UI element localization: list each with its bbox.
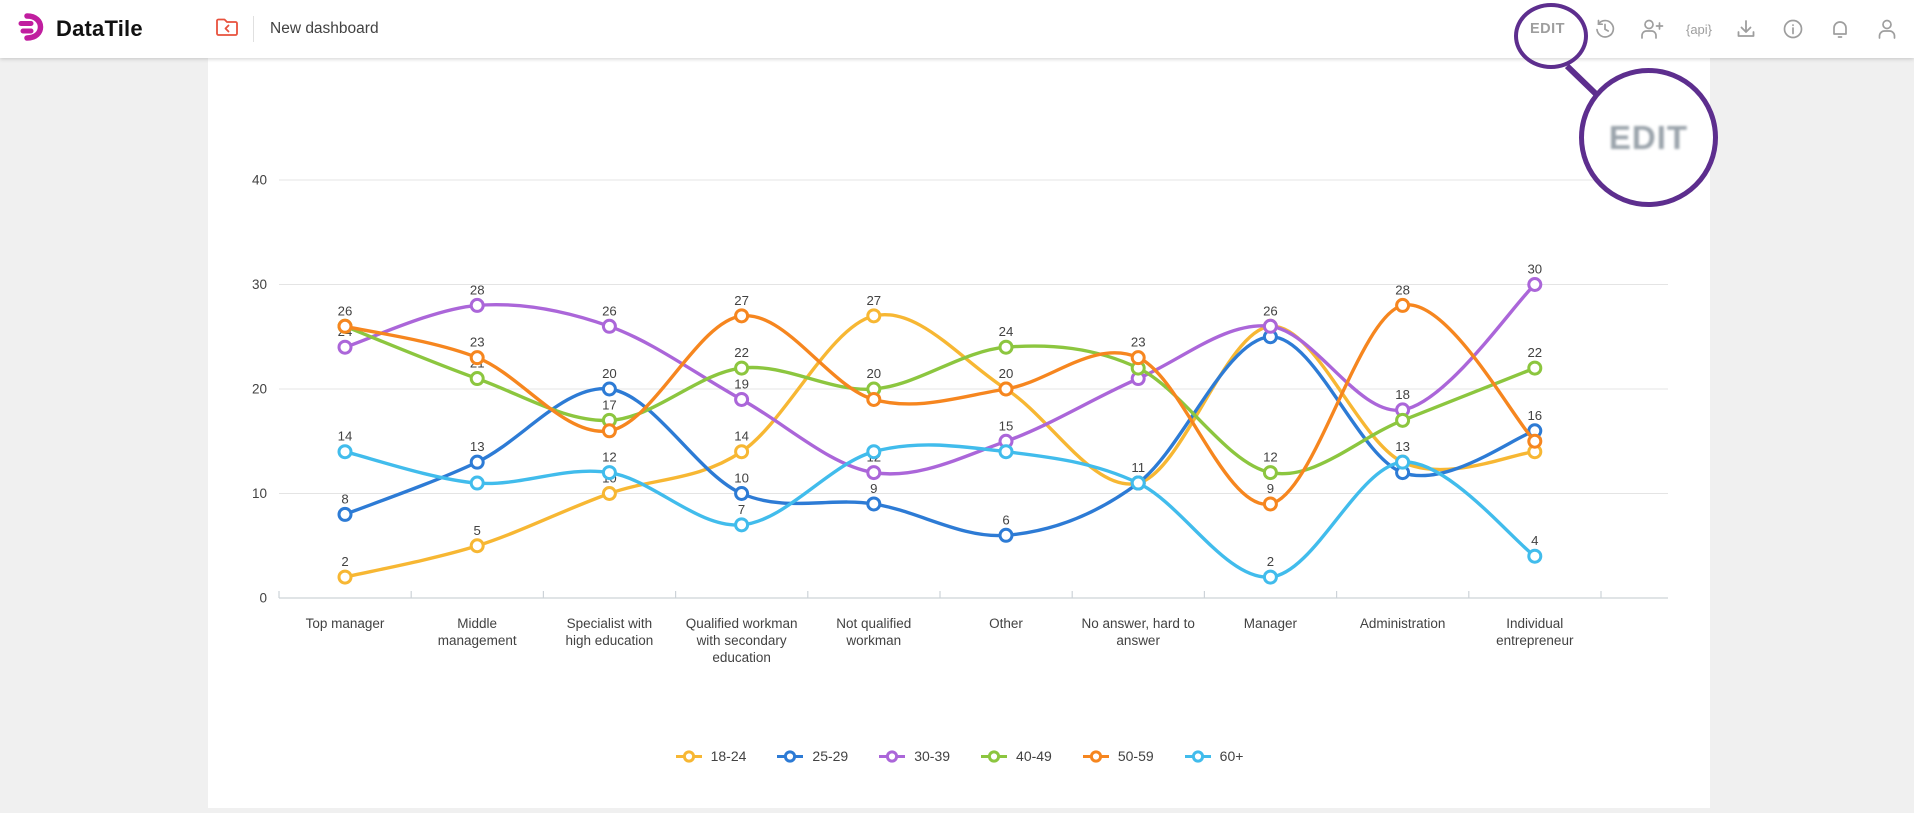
legend-item-50-59[interactable]: 50-59 xyxy=(1082,748,1154,764)
svg-text:18: 18 xyxy=(1395,387,1410,402)
svg-text:9: 9 xyxy=(1267,481,1274,496)
svg-text:16: 16 xyxy=(1527,408,1542,423)
history-icon[interactable] xyxy=(1592,16,1618,42)
add-user-icon[interactable] xyxy=(1639,16,1665,42)
svg-text:5: 5 xyxy=(474,523,481,538)
chart-legend: 18-24 25-29 30-39 40-49 50-59 60+ xyxy=(208,748,1710,764)
svg-text:27: 27 xyxy=(866,293,881,308)
svg-text:10: 10 xyxy=(734,471,749,486)
svg-text:Manager: Manager xyxy=(1244,616,1298,631)
svg-text:2: 2 xyxy=(341,554,348,569)
svg-text:28: 28 xyxy=(470,282,485,297)
legend-item-60+[interactable]: 60+ xyxy=(1184,748,1244,764)
series-25-29: 8 13 20 10 9 6 11 16 xyxy=(337,329,1543,543)
edit-annotation-magnifier: EDIT xyxy=(1579,68,1718,207)
svg-text:23: 23 xyxy=(1131,335,1146,350)
dashboard-title: New dashboard xyxy=(270,20,379,37)
svg-text:Administration: Administration xyxy=(1360,616,1446,631)
legend-item-25-29[interactable]: 25-29 xyxy=(776,748,848,764)
svg-text:20: 20 xyxy=(252,382,267,397)
svg-text:26: 26 xyxy=(338,303,353,318)
svg-text:30: 30 xyxy=(252,277,267,292)
svg-text:7: 7 xyxy=(738,502,745,517)
svg-text:20: 20 xyxy=(866,366,881,381)
svg-text:28: 28 xyxy=(1395,282,1410,297)
svg-text:26: 26 xyxy=(602,303,617,318)
svg-text:30: 30 xyxy=(1527,262,1542,277)
download-icon[interactable] xyxy=(1733,16,1759,42)
series-50-59: 26 23 27 20 23 9 28 xyxy=(337,282,1543,512)
svg-text:Top manager: Top manager xyxy=(306,616,385,631)
age-by-occupation-line-chart[interactable]: 0 10 20 30 40 Top manager Middle management Spec… xyxy=(208,58,1710,808)
svg-text:20: 20 xyxy=(999,366,1014,381)
back-to-folder-button[interactable] xyxy=(215,16,239,43)
app-header: DataTile New dashboard EDIT {a xyxy=(0,0,1914,58)
legend-item-30-39[interactable]: 30-39 xyxy=(878,748,950,764)
series-40-49: 21172220241222 xyxy=(337,318,1543,481)
svg-text:4: 4 xyxy=(1531,533,1538,548)
info-icon[interactable] xyxy=(1780,16,1806,42)
svg-text:12: 12 xyxy=(1263,450,1278,465)
edit-button[interactable]: EDIT xyxy=(1529,21,1565,37)
svg-text:11: 11 xyxy=(1131,460,1145,475)
header-toolbar: EDIT {api} xyxy=(1524,0,1900,58)
legend-label: 30-39 xyxy=(914,748,951,764)
svg-text:26: 26 xyxy=(1263,303,1278,318)
svg-text:14: 14 xyxy=(338,429,353,444)
header-divider xyxy=(253,16,254,42)
legend-label: 60+ xyxy=(1219,748,1244,764)
svg-text:27: 27 xyxy=(734,293,749,308)
svg-text:Other: Other xyxy=(989,616,1023,631)
line-chart-svg: 0 10 20 30 40 Top manager Middle management Spec… xyxy=(252,173,1668,665)
legend-marker-icon xyxy=(675,749,702,763)
legend-item-40-49[interactable]: 40-49 xyxy=(980,748,1052,764)
series-18-24: 2510142714 xyxy=(337,293,1543,585)
svg-text:8: 8 xyxy=(341,491,348,506)
magnified-edit-label: EDIT xyxy=(1608,118,1689,156)
notifications-icon[interactable] xyxy=(1827,16,1853,42)
svg-text:24: 24 xyxy=(999,324,1014,339)
svg-text:0: 0 xyxy=(259,591,267,606)
svg-text:9: 9 xyxy=(870,481,877,496)
svg-text:22: 22 xyxy=(1527,345,1542,360)
svg-text:12: 12 xyxy=(602,450,617,465)
svg-text:15: 15 xyxy=(999,418,1014,433)
legend-marker-icon xyxy=(981,749,1008,763)
svg-text:23: 23 xyxy=(470,335,485,350)
svg-text:13: 13 xyxy=(470,439,485,454)
datatile-logo-icon xyxy=(18,11,48,48)
legend-label: 25-29 xyxy=(812,748,849,764)
legend-label: 18-24 xyxy=(710,748,747,764)
svg-text:2: 2 xyxy=(1267,554,1274,569)
svg-text:10: 10 xyxy=(252,486,267,501)
svg-text:6: 6 xyxy=(1002,512,1009,527)
logo-text: DataTile xyxy=(56,16,143,41)
series-60+: 14 12 7 2 13 4 xyxy=(337,429,1543,585)
folder-back-icon xyxy=(215,16,239,43)
legend-label: 50-59 xyxy=(1117,748,1154,764)
legend-marker-icon xyxy=(777,749,804,763)
legend-marker-icon xyxy=(1082,749,1109,763)
svg-text:13: 13 xyxy=(1395,439,1410,454)
legend-marker-icon xyxy=(879,749,906,763)
legend-label: 40-49 xyxy=(1016,748,1052,764)
svg-text:22: 22 xyxy=(734,345,749,360)
svg-text:20: 20 xyxy=(602,366,617,381)
svg-text:19: 19 xyxy=(734,376,749,391)
dashboard-card: 0 10 20 30 40 Top manager Middle management Spec… xyxy=(208,58,1710,808)
svg-text:40: 40 xyxy=(252,173,267,188)
user-icon[interactable] xyxy=(1874,16,1900,42)
datatile-logo[interactable]: DataTile xyxy=(18,11,183,48)
api-icon[interactable]: {api} xyxy=(1685,21,1713,37)
legend-marker-icon xyxy=(1184,749,1211,763)
svg-text:14: 14 xyxy=(734,429,749,444)
legend-item-18-24[interactable]: 18-24 xyxy=(675,748,747,764)
svg-text:17: 17 xyxy=(602,397,617,412)
